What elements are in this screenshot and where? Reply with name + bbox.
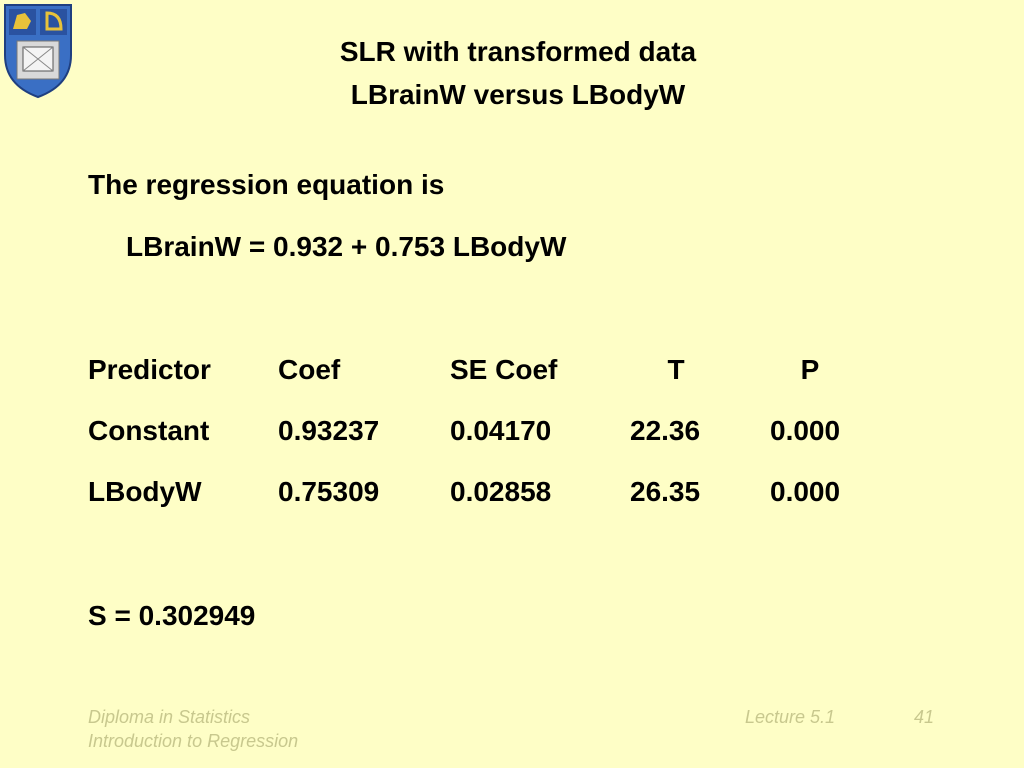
summary-text: S = 0.302949 — [88, 600, 256, 631]
table-header: SE Coef — [450, 354, 558, 385]
footer-text: Introduction to Regression — [88, 731, 299, 751]
footer-lecture: Lecture 5.1 — [745, 707, 836, 727]
table-cell: 0.75309 — [278, 476, 380, 507]
table-cell: 0.93237 — [278, 415, 380, 446]
page-number: 41 — [914, 707, 935, 727]
table-cell: 0.000 — [770, 415, 841, 446]
table-cell: 26.35 — [630, 476, 701, 507]
table-header: Predictor — [88, 354, 211, 385]
crest-logo — [4, 4, 72, 99]
intro-text: The regression equation is — [88, 169, 445, 200]
footer-text: Diploma in Statistics — [88, 707, 251, 727]
title-line: SLR with transformed data — [339, 36, 697, 67]
table-cell: 22.36 — [630, 415, 701, 446]
table-header: Coef — [278, 354, 341, 385]
table-header: P — [800, 354, 820, 385]
table-cell: 0.000 — [770, 476, 841, 507]
title-line: LBrainW versus LBodyW — [350, 79, 686, 110]
table-cell: LBodyW — [88, 476, 202, 507]
table-cell: 0.02858 — [450, 476, 552, 507]
equation: LBrainW = 0.932 + 0.753 LBodyW — [126, 231, 567, 262]
table-cell: 0.04170 — [450, 415, 552, 446]
table-header: T — [667, 354, 685, 385]
table-cell: Constant — [88, 415, 210, 446]
